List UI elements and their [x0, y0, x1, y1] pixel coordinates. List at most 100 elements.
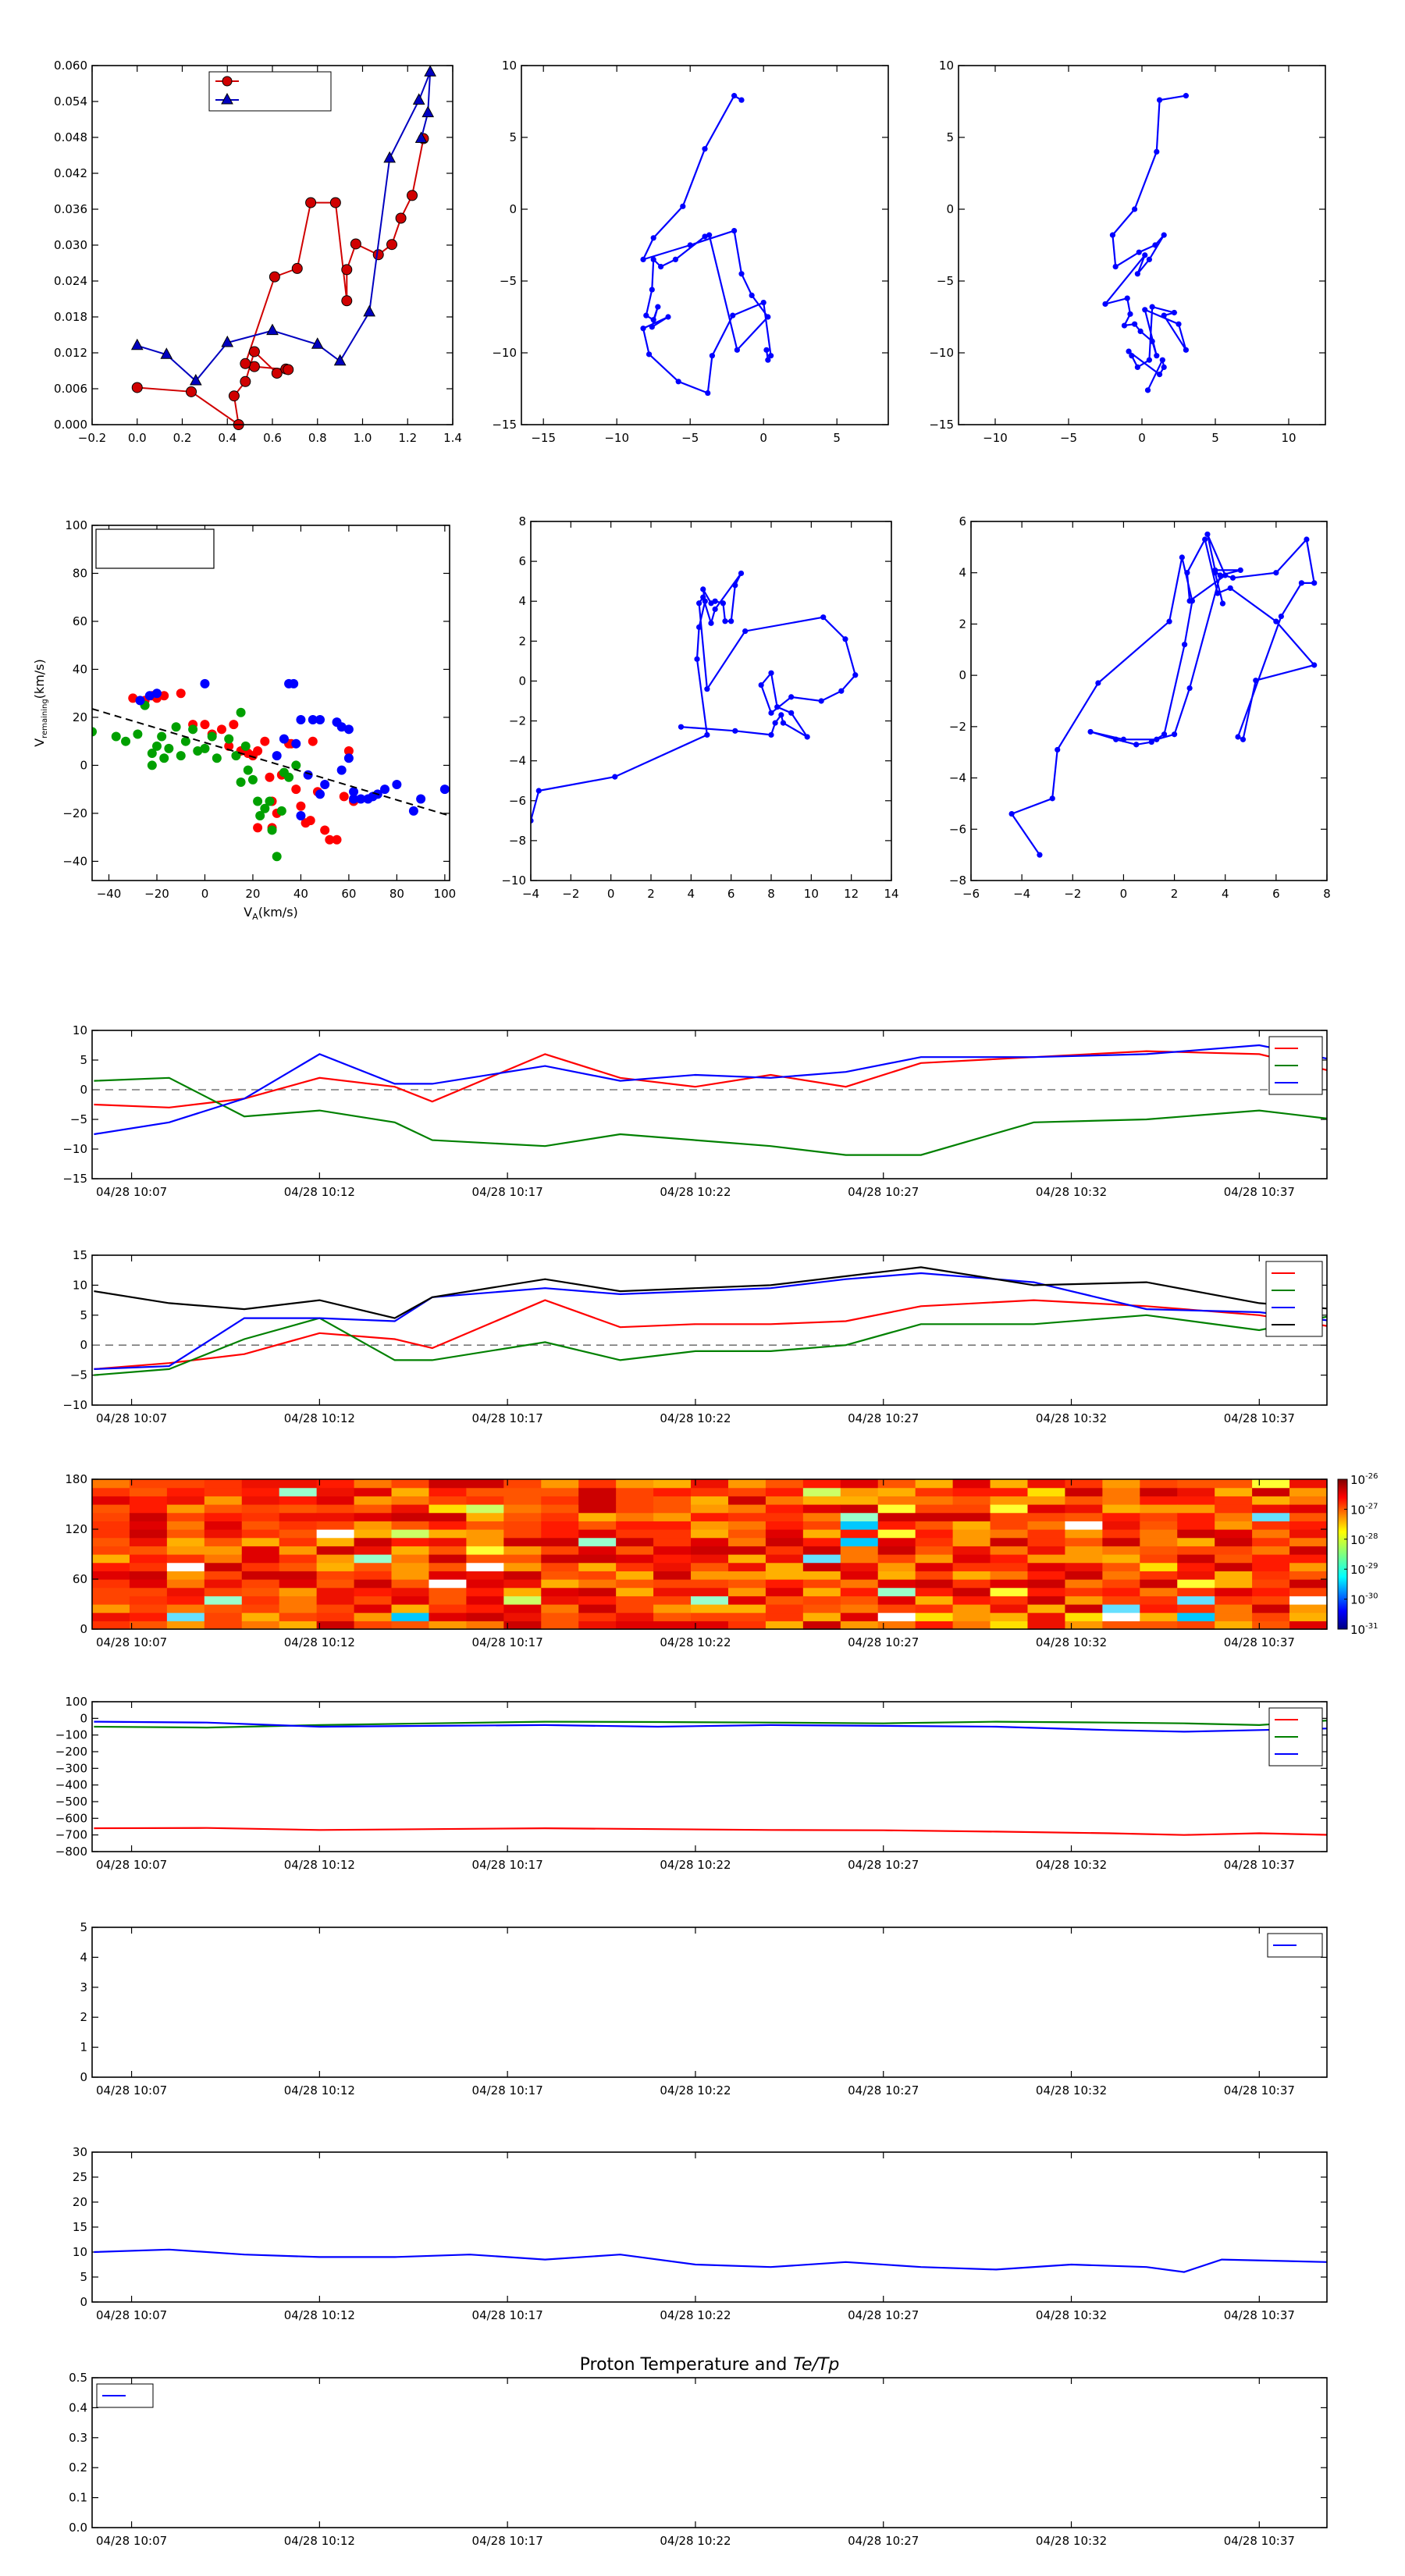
heatmap-cell	[166, 1587, 205, 1596]
heatmap-cell	[727, 1546, 767, 1555]
heatmap-cell	[1140, 1596, 1178, 1605]
hodogram-point	[712, 598, 718, 604]
y-tick-label: −15	[929, 418, 954, 432]
scatter-point-green	[133, 729, 143, 739]
heatmap-cell	[877, 1587, 916, 1596]
y-tick-label: 0.042	[54, 166, 87, 180]
heatmap-cell	[1177, 1621, 1215, 1630]
heatmap-cell	[166, 1496, 205, 1505]
x-tick-label: 04/28 10:22	[660, 1185, 731, 1199]
x-tick-label: 04/28 10:32	[1036, 1411, 1107, 1425]
data-point-2nd-half	[333, 354, 347, 366]
y-tick-label: 0.4	[69, 2400, 87, 2414]
heatmap-cell	[429, 1546, 467, 1555]
scatter-point-green	[255, 810, 265, 820]
series-line-Vz	[94, 1720, 1327, 1733]
heatmap-cell	[802, 1621, 841, 1630]
heatmap-cell	[727, 1521, 767, 1530]
scatter-point-blue	[272, 751, 282, 761]
heatmap-cell	[802, 1504, 841, 1514]
hodogram-point	[1182, 642, 1188, 648]
heatmap-cell	[1102, 1554, 1140, 1564]
heatmap-cell	[840, 1521, 879, 1530]
heatmap-cell	[541, 1496, 579, 1505]
x-tick-label: 04/28 10:37	[1224, 2308, 1295, 2322]
heatmap-cell	[503, 1504, 542, 1514]
hodogram-point	[1156, 372, 1163, 378]
heatmap-cell	[1027, 1496, 1066, 1505]
y-tick-label: 5	[80, 1053, 87, 1067]
heatmap-cell	[316, 1529, 355, 1539]
heatmap-cell	[915, 1596, 954, 1605]
plot-border	[91, 525, 450, 881]
x-tick-label: 5	[1211, 431, 1219, 445]
heatmap-cell	[129, 1579, 168, 1589]
x-tick-label: 04/28 10:27	[848, 2534, 919, 2548]
colorbar	[1337, 1478, 1348, 1630]
heatmap-cell	[279, 1496, 318, 1505]
colorbar-tick-label: 10-30	[1350, 1592, 1378, 1607]
heatmap-cell	[616, 1529, 654, 1539]
y-tick-label: −15	[492, 418, 517, 432]
heatmap-cell	[990, 1546, 1029, 1555]
heatmap-cell	[802, 1496, 841, 1505]
heatmap-cell	[279, 1537, 318, 1546]
heatmap-cell	[727, 1554, 767, 1564]
y-tick-label: 10	[73, 2245, 87, 2259]
hodogram-point	[732, 728, 738, 734]
heatmap-cell	[541, 1504, 579, 1514]
heatmap-cell	[952, 1512, 991, 1521]
heatmap-cell	[166, 1612, 205, 1621]
heatmap-cell	[541, 1554, 579, 1564]
heatmap-cell	[1065, 1604, 1103, 1614]
x-tick-label: 04/28 10:17	[472, 1635, 543, 1649]
data-point-1st-half	[248, 361, 260, 372]
series-line-Bz	[94, 1044, 1327, 1136]
heatmap-cell	[503, 1529, 542, 1539]
heatmap-cell	[1252, 1571, 1290, 1580]
heatmap-cell	[915, 1529, 954, 1539]
hodogram-point	[763, 347, 770, 353]
colorbar-tick-exponent: -26	[1365, 1472, 1378, 1481]
heatmap-cell	[915, 1612, 954, 1621]
y-axis-label: Vremaining(km/s)	[32, 659, 49, 747]
y-tick-label: −10	[492, 346, 517, 360]
heatmap-cell	[241, 1487, 280, 1496]
heatmap-cell	[1140, 1487, 1178, 1496]
x-tick-label: 80	[389, 887, 404, 901]
y-tick-label: 60	[73, 614, 87, 628]
data-point-1st-half	[341, 295, 353, 307]
heatmap-cell	[802, 1571, 841, 1580]
hodogram-point	[1219, 600, 1226, 607]
heatmap-cell	[429, 1487, 467, 1496]
heatmap-cell	[466, 1521, 504, 1530]
heatmap-cell	[354, 1554, 393, 1564]
y-label-sub: remaining	[41, 699, 49, 738]
heatmap-cell	[915, 1504, 954, 1514]
scatter-point-green	[164, 743, 174, 753]
heatmap-cell	[653, 1612, 692, 1621]
scatter-point-red	[229, 720, 239, 730]
panel-pitch-angle-distribution: 04/28 10:07 04/28 10:12 04/28 10:17 04/28 1…	[65, 1472, 1378, 1649]
heatmap-cell	[802, 1587, 841, 1596]
heatmap-cell	[727, 1612, 767, 1621]
hodogram-point	[1132, 206, 1138, 212]
scatter-point-blue	[151, 688, 162, 699]
hodogram-point	[1149, 338, 1155, 344]
heatmap-cell	[541, 1571, 579, 1580]
heatmap-cell	[429, 1537, 467, 1546]
y-tick-label: 0.3	[69, 2431, 87, 2445]
hodogram-point	[1154, 353, 1160, 359]
colorbar-tick-exponent: -27	[1365, 1502, 1378, 1510]
hodogram-point	[650, 256, 656, 262]
hodogram-point	[1124, 295, 1130, 301]
heatmap-cell	[279, 1562, 318, 1571]
x-tick-label: 04/28 10:07	[96, 1858, 167, 1872]
x-tick-label: 2	[647, 887, 655, 901]
heatmap-cell	[241, 1512, 280, 1521]
heatmap-cell	[166, 1512, 205, 1521]
x-tick-label: 04/28 10:37	[1224, 2083, 1295, 2097]
heatmap-cell	[840, 1479, 879, 1489]
data-point-2nd-half	[311, 337, 324, 349]
heatmap-cell	[391, 1504, 430, 1514]
